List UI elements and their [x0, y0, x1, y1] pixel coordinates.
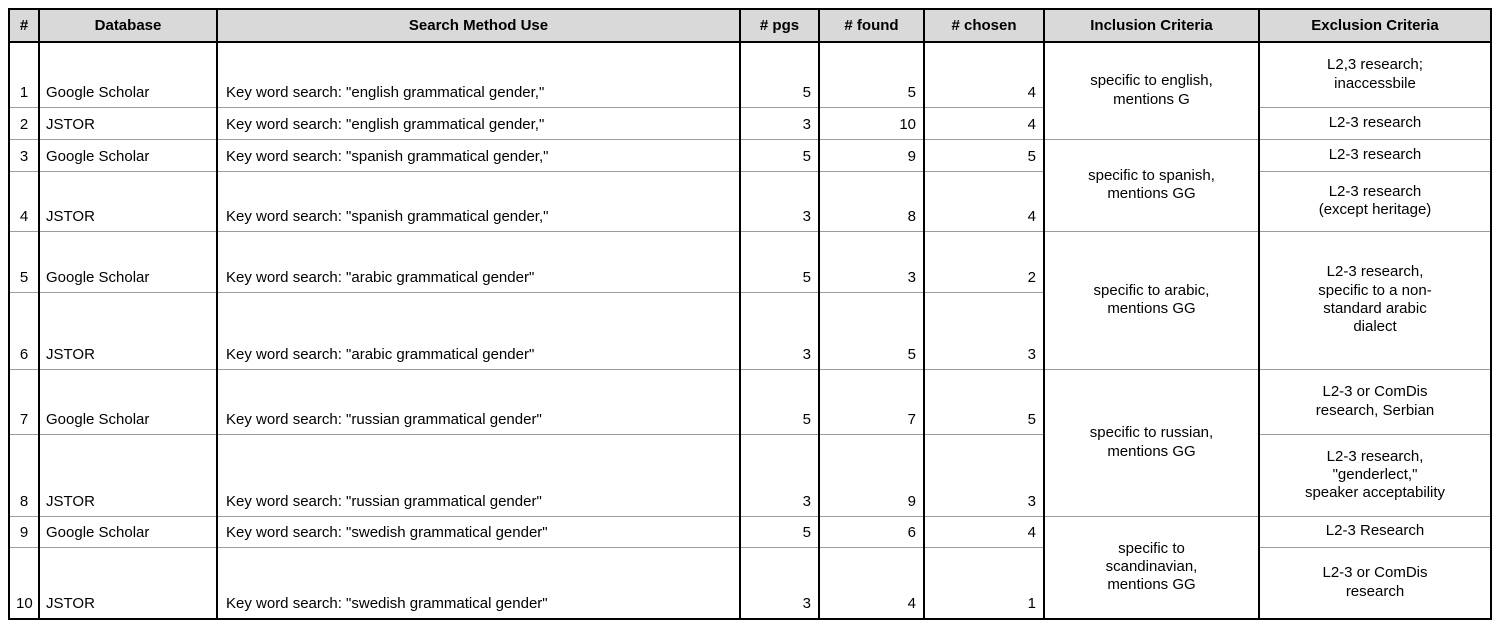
cell-chosen: 4 [923, 515, 1045, 548]
table-row: 8 JSTOR Key word search: "russian gramma… [8, 433, 1492, 517]
header-inclusion-criteria: Inclusion Criteria [1043, 8, 1260, 43]
cell-chosen: 4 [923, 170, 1045, 232]
cell-pgs: 3 [739, 106, 820, 140]
cell-chosen: 3 [923, 291, 1045, 370]
cell-chosen: 4 [923, 41, 1045, 108]
cell-database: Google Scholar [38, 515, 218, 548]
cell-found: 4 [818, 546, 925, 620]
header-database: Database [38, 8, 218, 43]
cell-found: 7 [818, 368, 925, 435]
cell-pgs: 5 [739, 138, 820, 172]
cell-row-number: 6 [8, 291, 40, 370]
cell-found: 6 [818, 515, 925, 548]
cell-pgs: 3 [739, 546, 820, 620]
cell-database: JSTOR [38, 106, 218, 140]
cell-exclusion-criteria: L2-3 or ComDis research [1258, 546, 1492, 620]
table-row: 6 JSTOR Key word search: "arabic grammat… [8, 291, 1491, 370]
table-row: 7 Google Scholar Key word search: "russi… [8, 368, 1492, 517]
cell-found: 9 [818, 433, 925, 517]
cell-exclusion-criteria: L2-3 research (except heritage) [1258, 170, 1492, 232]
cell-database: JSTOR [38, 170, 218, 232]
cell-chosen: 2 [923, 230, 1045, 293]
cell-pgs: 5 [739, 41, 820, 108]
cell-pgs: 3 [739, 291, 820, 370]
cell-exclusion-criteria: L2-3 research [1258, 138, 1492, 172]
cell-found: 3 [818, 230, 925, 293]
cell-database: Google Scholar [38, 138, 218, 172]
cell-chosen: 5 [923, 368, 1045, 435]
cell-found: 5 [818, 291, 925, 370]
header-pgs: # pgs [739, 8, 820, 43]
header-search-method: Search Method Use [216, 8, 741, 43]
cell-search-method: Key word search: "spanish grammatical ge… [216, 170, 741, 232]
cell-database: JSTOR [38, 433, 218, 517]
cell-search-method: Key word search: "spanish grammatical ge… [216, 138, 741, 172]
cell-inclusion-criteria: specific to english, mentions G [1043, 41, 1260, 140]
cell-exclusion-criteria: L2-3 research, specific to a non- standa… [1258, 230, 1492, 370]
header-found: # found [818, 8, 925, 43]
cell-pgs: 3 [739, 433, 820, 517]
cell-search-method: Key word search: "english grammatical ge… [216, 106, 741, 140]
cell-exclusion-criteria: L2-3 or ComDis research, Serbian [1258, 368, 1492, 435]
cell-exclusion-criteria: L2-3 Research [1258, 515, 1492, 548]
header-row: # Database Search Method Use # pgs # fou… [8, 8, 1492, 43]
cell-found: 9 [818, 138, 925, 172]
cell-pgs: 5 [739, 515, 820, 548]
header-exclusion-criteria: Exclusion Criteria [1258, 8, 1492, 43]
header-chosen: # chosen [923, 8, 1045, 43]
cell-inclusion-criteria: specific to arabic, mentions GG [1043, 230, 1260, 370]
search-methods-table: # Database Search Method Use # pgs # fou… [8, 8, 1492, 620]
cell-found: 10 [818, 106, 925, 140]
cell-exclusion-criteria: L2-3 research, "genderlect," speaker acc… [1258, 433, 1492, 517]
table-row: 10 JSTOR Key word search: "swedish gramm… [8, 546, 1492, 620]
table-row: 9 Google Scholar Key word search: "swedi… [8, 515, 1492, 620]
cell-row-number: 10 [8, 546, 40, 620]
cell-row-number: 1 [8, 41, 40, 108]
cell-chosen: 5 [923, 138, 1045, 172]
cell-database: Google Scholar [38, 368, 218, 435]
cell-database: JSTOR [38, 546, 218, 620]
cell-inclusion-criteria: specific to spanish, mentions GG [1043, 138, 1260, 232]
cell-row-number: 7 [8, 368, 40, 435]
cell-search-method: Key word search: "arabic grammatical gen… [216, 230, 741, 293]
cell-pgs: 3 [739, 170, 820, 232]
cell-row-number: 5 [8, 230, 40, 293]
table-row: 1 Google Scholar Key word search: "engli… [8, 41, 1492, 140]
cell-row-number: 9 [8, 515, 40, 548]
cell-row-number: 4 [8, 170, 40, 232]
cell-row-number: 3 [8, 138, 40, 172]
header-row-number: # [8, 8, 40, 43]
cell-search-method: Key word search: "swedish grammatical ge… [216, 546, 741, 620]
cell-database: JSTOR [38, 291, 218, 370]
cell-pgs: 5 [739, 230, 820, 293]
cell-chosen: 4 [923, 106, 1045, 140]
cell-search-method: Key word search: "arabic grammatical gen… [216, 291, 741, 370]
cell-database: Google Scholar [38, 230, 218, 293]
cell-search-method: Key word search: "swedish grammatical ge… [216, 515, 741, 548]
cell-database: Google Scholar [38, 41, 218, 108]
cell-search-method: Key word search: "russian grammatical ge… [216, 368, 741, 435]
table-row: 2 JSTOR Key word search: "english gramma… [8, 106, 1492, 140]
table-row: 4 JSTOR Key word search: "spanish gramma… [8, 170, 1492, 232]
cell-chosen: 1 [923, 546, 1045, 620]
table-row: 3 Google Scholar Key word search: "spani… [8, 138, 1492, 232]
cell-exclusion-criteria: L2-3 research [1258, 106, 1492, 140]
cell-search-method: Key word search: "english grammatical ge… [216, 41, 741, 108]
cell-found: 5 [818, 41, 925, 108]
cell-row-number: 8 [8, 433, 40, 517]
cell-pgs: 5 [739, 368, 820, 435]
cell-exclusion-criteria: L2,3 research; inaccessbile [1258, 41, 1492, 108]
cell-search-method: Key word search: "russian grammatical ge… [216, 433, 741, 517]
cell-row-number: 2 [8, 106, 40, 140]
cell-chosen: 3 [923, 433, 1045, 517]
cell-found: 8 [818, 170, 925, 232]
table-row: 5 Google Scholar Key word search: "arabi… [8, 230, 1492, 370]
cell-inclusion-criteria: specific to scandinavian, mentions GG [1043, 515, 1260, 620]
cell-inclusion-criteria: specific to russian, mentions GG [1043, 368, 1260, 517]
